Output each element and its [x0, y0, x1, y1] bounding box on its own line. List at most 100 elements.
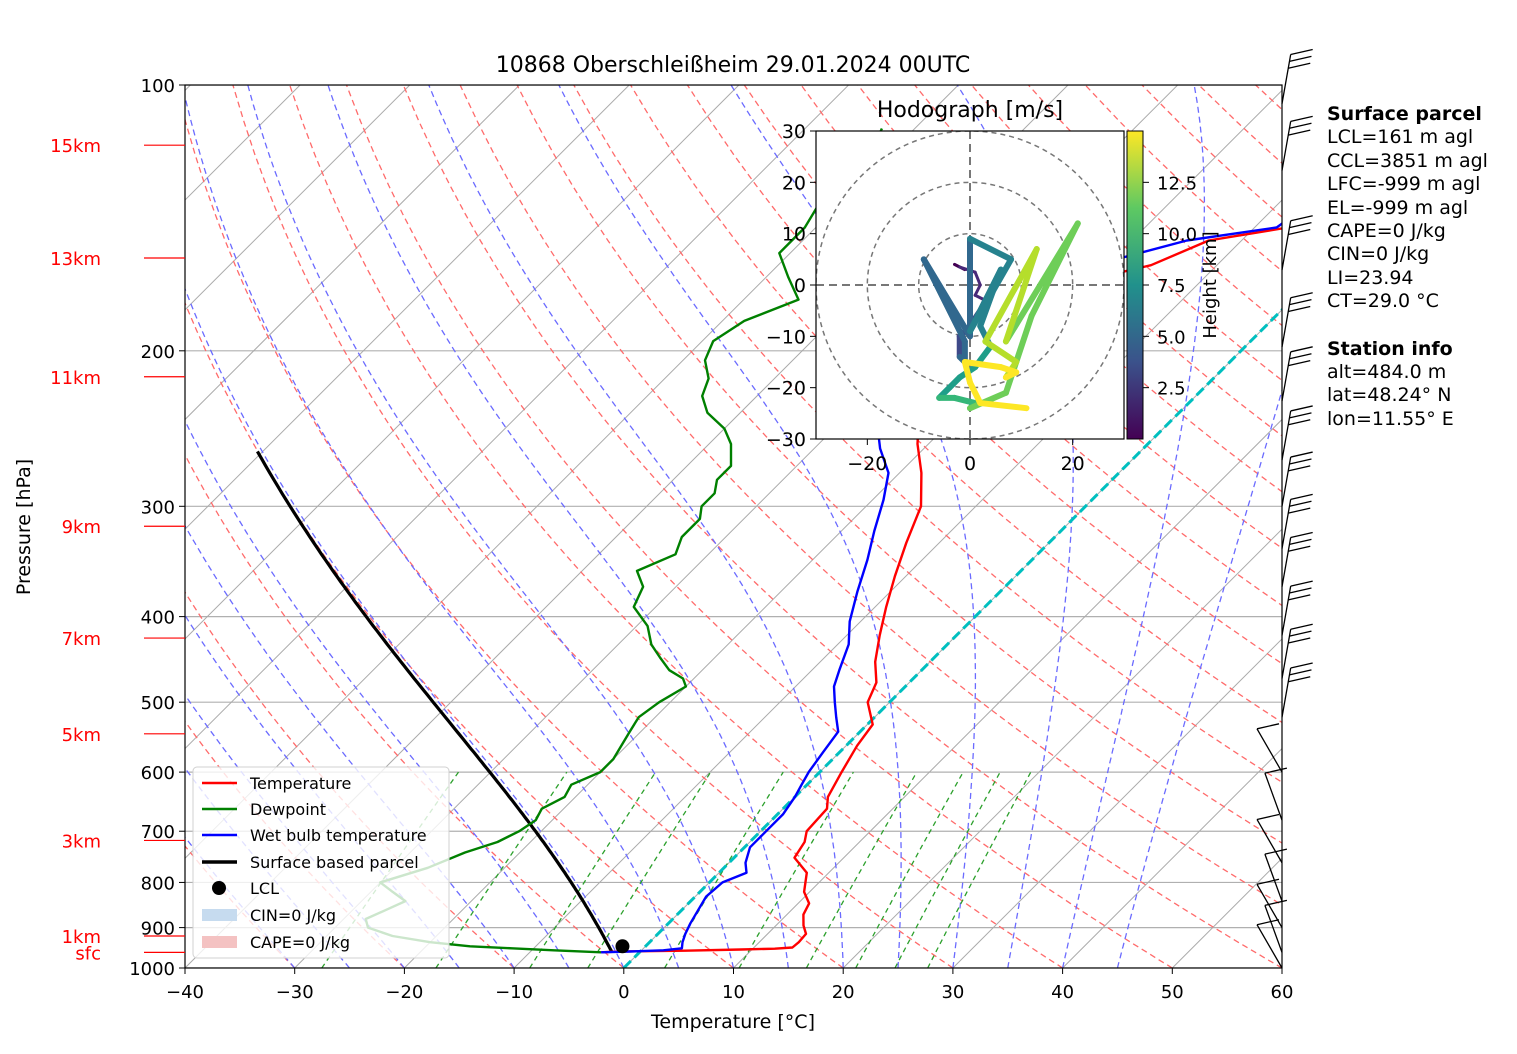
y-tick-label: 1000 — [129, 959, 175, 980]
legend-wetbulb-label: Wet bulb temperature — [250, 826, 427, 845]
moist-adiabat-line — [428, 85, 844, 968]
wind-barb-flag — [1288, 545, 1311, 552]
lcl-value: LCL=161 m agl — [1327, 126, 1474, 149]
wind-barb-flag — [1289, 353, 1312, 360]
x-tick-label: 10 — [722, 982, 745, 1003]
dry-adiabat-line — [232, 85, 954, 968]
wind-barb-flag — [1289, 538, 1312, 546]
station-info-title: Station info — [1327, 337, 1453, 360]
wind-barb-flag — [1290, 623, 1313, 630]
wind-barb-flag — [1288, 637, 1311, 644]
hodograph-segment — [977, 266, 1004, 330]
station-alt: alt=484.0 m — [1327, 361, 1447, 384]
wind-barb — [1264, 767, 1288, 821]
wind-barb-flag — [1290, 451, 1313, 458]
mixing-ratio-line — [855, 771, 964, 968]
wind-barb-flag — [1288, 305, 1311, 313]
moist-adiabat-line — [185, 287, 625, 968]
hodograph-segment — [973, 270, 982, 287]
legend-cin-swatch — [202, 909, 237, 921]
hodograph-segment — [961, 359, 973, 386]
isotherm-line — [185, 85, 740, 640]
wind-barb-staff — [1281, 667, 1292, 718]
wind-barb-flag — [1256, 723, 1280, 730]
hodograph-y-tick-label: −10 — [766, 326, 806, 348]
wind-barb — [1281, 215, 1313, 271]
wind-barb-flag — [1290, 531, 1313, 539]
moist-adiabat-line — [730, 85, 977, 968]
height-label: 9km — [62, 517, 101, 538]
wind-barb-flag — [1288, 228, 1311, 236]
wind-barb-flag — [1289, 500, 1312, 507]
isotherm-line — [733, 418, 1282, 968]
hodograph: Hodograph [m/s] −20 0 20 30 20 10 0 −10 −20 −30 2… — [766, 98, 1221, 475]
wind-barb-staff — [1281, 537, 1292, 587]
parcel-info-panel: Surface parcel LCL=161 m agl CCL=3851 m … — [1327, 103, 1488, 431]
wind-barb-staff — [1281, 629, 1292, 679]
hodograph-y-tick-label: 10 — [782, 224, 806, 246]
hodograph-segment — [951, 394, 979, 407]
wind-barb — [1264, 848, 1288, 902]
wind-barb-flag — [1290, 580, 1313, 587]
x-tick-label: 50 — [1161, 982, 1184, 1003]
legend-lcl-marker — [212, 881, 226, 895]
x-tick-label: 20 — [832, 982, 855, 1003]
isotherm-line — [952, 638, 1282, 968]
hodograph-segment — [1002, 312, 1035, 396]
wind-barb-flag — [1256, 878, 1280, 885]
wind-barb-staff — [1281, 456, 1292, 507]
wind-barb — [1256, 919, 1283, 969]
wind-barb-staff — [1281, 351, 1292, 402]
y-tick-label: 200 — [141, 342, 175, 363]
wind-barb-staff — [1256, 819, 1283, 864]
dry-adiabat-line — [185, 301, 734, 968]
x-axis-ticks: −40 −30 −20 −10 0 10 20 30 40 50 60 — [166, 968, 1293, 1003]
hodograph-ring — [866, 181, 1074, 389]
x-axis-label: Temperature [°C] — [650, 1011, 815, 1033]
height-label: 11km — [50, 368, 101, 389]
moist-adiabat-line — [185, 419, 570, 968]
wind-barb-flag — [1288, 129, 1311, 136]
legend-box — [192, 766, 450, 959]
hodograph-segment — [920, 256, 973, 340]
wind-barb-staff — [1281, 121, 1292, 171]
lcl-marker — [615, 939, 630, 954]
cin-value: CIN=0 J/kg — [1327, 243, 1430, 266]
lfc-value: LFC=-999 m agl — [1327, 173, 1481, 196]
mixing-ratio-line — [435, 771, 568, 968]
wind-barb-staff — [1281, 499, 1292, 549]
wind-barb-flag — [1289, 587, 1312, 594]
legend-cin-label: CIN=0 J/kg — [250, 906, 336, 925]
height-label: 1km — [62, 927, 101, 948]
wind-barb — [1281, 292, 1313, 348]
parcel-line — [256, 450, 614, 954]
zero-isotherm-line — [622, 307, 1282, 968]
hodograph-segment — [973, 283, 982, 297]
wind-barb — [1256, 723, 1283, 773]
wind-barb-flag — [1289, 412, 1312, 419]
legend-parcel-label: Surface based parcel — [250, 853, 419, 872]
hodograph-segment — [1002, 220, 1081, 345]
wind-barb-flag — [1264, 767, 1288, 774]
wind-barb-flag — [1290, 493, 1313, 501]
legend-dewpoint-label: Dewpoint — [250, 800, 326, 819]
y-tick-label: 900 — [141, 919, 175, 940]
colorbar-label: Height [km] — [1200, 231, 1221, 338]
wind-barb — [1281, 623, 1313, 679]
x-tick-label: −30 — [276, 982, 314, 1003]
hodograph-segment — [967, 389, 1009, 412]
moist-adiabat-line — [247, 85, 735, 968]
isotherm-line — [185, 85, 520, 421]
y-tick-label: 300 — [141, 497, 175, 518]
dry-adiabat-line — [857, 85, 1282, 493]
wind-barb-flag — [1264, 899, 1288, 906]
surface-parcel-title: Surface parcel — [1327, 103, 1482, 125]
dry-adiabat-line — [185, 116, 844, 968]
colorbar-tick-label: 2.5 — [1157, 379, 1186, 400]
wind-barb-flag — [1288, 62, 1311, 69]
li-value: LI=23.94 — [1327, 266, 1414, 289]
legend-cape-label: CAPE=0 J/kg — [250, 933, 350, 952]
colorbar-tick-label: 10.0 — [1157, 225, 1197, 246]
legend-lcl-label: LCL — [250, 879, 279, 898]
dry-adiabat-line — [516, 85, 1282, 844]
